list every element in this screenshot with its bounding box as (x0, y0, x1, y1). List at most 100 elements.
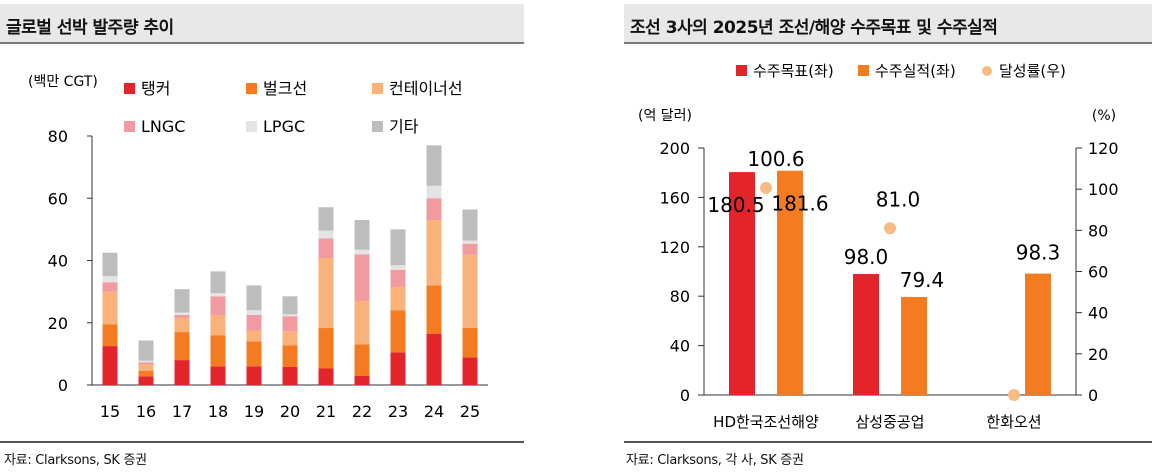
bar-segment (318, 328, 334, 369)
data-label: 98.0 (844, 245, 889, 269)
data-label: 100.6 (747, 147, 804, 171)
bar-segment (426, 198, 442, 221)
bar-segment (174, 289, 190, 313)
bar-segment (354, 220, 370, 250)
x-tick-label: 16 (136, 402, 156, 421)
bar-segment (138, 370, 154, 377)
achievement-rate-marker (1008, 389, 1020, 401)
data-label: 79.4 (900, 268, 945, 292)
achievement-rate-marker (884, 222, 896, 235)
data-label: 81.0 (876, 187, 921, 211)
bar-segment (462, 254, 478, 328)
legend-swatch (246, 121, 257, 132)
y-tick-label: 200 (659, 139, 690, 158)
bar-segment (102, 324, 118, 347)
left-stacked-bar-chart: (백만 CGT) 0 20 40 60 80 15 16 17 18 19 20 21 22 23 24 25 탱… (28, 74, 488, 421)
bar-segment (318, 258, 334, 329)
x-tick-label: 25 (460, 402, 480, 421)
y-tick-label: 80 (48, 127, 68, 146)
bar-segment (318, 368, 334, 385)
bar-segment (102, 276, 118, 283)
y-tick-label: 40 (670, 337, 690, 356)
legend-swatch (372, 121, 383, 132)
bar-segment (318, 207, 334, 231)
legend-label: LNGC (141, 117, 185, 136)
legend-label: 컨테이너선 (389, 79, 463, 98)
bar-segment (318, 238, 334, 259)
y-tick-label: 0 (680, 386, 690, 405)
y-axis-unit-label: (억 달러) (638, 108, 692, 124)
left-chart-title: 글로벌 선박 발주량 추이 (6, 18, 174, 38)
bar-segment (354, 300, 370, 345)
bar-segment (462, 209, 478, 241)
bar-segment (174, 312, 190, 315)
bar-segment (390, 286, 406, 311)
target-bar (729, 172, 755, 395)
bar-segment (138, 340, 154, 361)
x-tick-label: 15 (100, 402, 120, 421)
bar-segment (426, 333, 442, 385)
legend-swatch (124, 121, 135, 132)
bar-segment (390, 265, 406, 270)
y-axis-unit-label: (백만 CGT) (28, 74, 98, 90)
data-label: 181.6 (771, 192, 828, 216)
bar-segment (210, 314, 226, 336)
bar-segment (138, 376, 154, 385)
y-tick-label: 60 (48, 189, 68, 208)
y-tick-label: 0 (58, 376, 68, 395)
x-tick-label: 21 (316, 402, 336, 421)
data-label: 180.5 (707, 193, 764, 217)
bar-segment (282, 314, 298, 317)
bar-segment (210, 271, 226, 294)
left-source-note: 자료: Clarksons, SK 증권 (4, 453, 147, 468)
legend-label: 탱커 (141, 79, 170, 98)
x-tick-label: 23 (388, 402, 408, 421)
x-tick-label: 19 (244, 402, 264, 421)
y2-axis-unit-label: (%) (1092, 108, 1116, 124)
bar-segment (354, 254, 370, 301)
legend-label: 달성률(우) (999, 62, 1066, 80)
bar-segment (102, 252, 118, 277)
bar-segment (174, 360, 190, 385)
achievement-rate-marker (760, 181, 772, 194)
bar-segment (462, 327, 478, 358)
y2-tick-label: 60 (1088, 263, 1108, 282)
actual-bar (901, 296, 927, 395)
actual-bar (1025, 273, 1051, 395)
bar-segment (426, 285, 442, 334)
y2-tick-label: 100 (1088, 180, 1119, 199)
legend-label: 수주실적(좌) (875, 62, 956, 80)
x-tick-label: 22 (352, 402, 372, 421)
bar-segment (426, 220, 442, 286)
legend-label: 수주목표(좌) (753, 62, 834, 80)
legend-label: 기타 (389, 117, 419, 136)
bar-segment (390, 269, 406, 287)
bar-segment (210, 296, 226, 315)
bar-segment (174, 314, 190, 319)
legend-marker (982, 66, 992, 76)
x-tick-label: 한화오션 (986, 413, 1041, 431)
bar-segment (462, 243, 478, 255)
bar-segment (354, 249, 370, 255)
legend-label: LPGC (263, 117, 305, 136)
bar-segment (174, 332, 190, 361)
x-tick-label: 18 (208, 402, 228, 421)
legend-label: 벌크선 (263, 79, 307, 98)
x-tick-label: 삼성중공업 (855, 413, 924, 431)
bar-segment (390, 352, 406, 385)
bar-segment (102, 346, 118, 385)
data-label: 98.3 (1016, 241, 1061, 265)
y2-tick-label: 80 (1088, 221, 1108, 240)
y2-tick-label: 40 (1088, 304, 1108, 323)
y-tick-label: 20 (48, 314, 68, 333)
actual-bar (777, 170, 803, 395)
y-tick-label: 120 (659, 238, 690, 257)
legend-swatch (858, 65, 869, 76)
legend-swatch (736, 65, 747, 76)
right-panel-title: 조선 3사의 2025년 조선/해양 수주목표 및 수주실적 (624, 4, 1152, 44)
bar-segment (390, 229, 406, 266)
bar-segment (246, 314, 262, 331)
bar-segment (138, 360, 154, 363)
x-tick-label: 20 (280, 402, 300, 421)
x-tick-label: HD한국조선해양 (713, 413, 819, 431)
